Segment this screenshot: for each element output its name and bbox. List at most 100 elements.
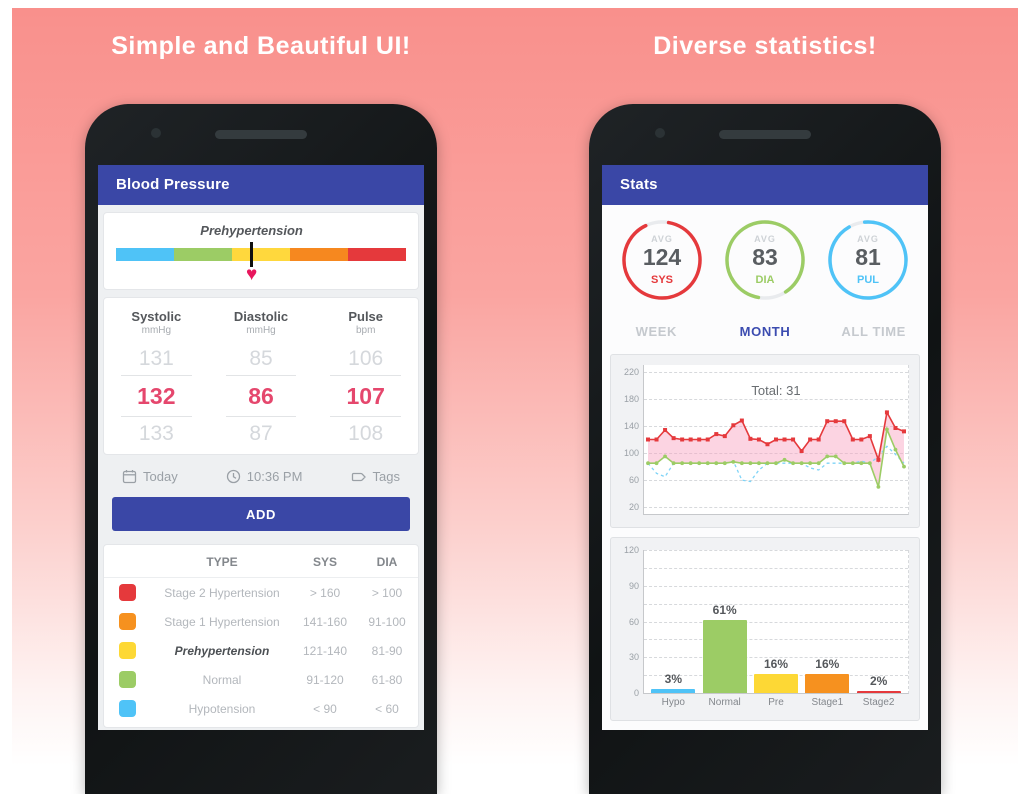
avg-dia-circle: AVG 83 DIA bbox=[722, 217, 808, 303]
avg-sys-value: 124 bbox=[642, 244, 682, 270]
legend-sys: < 90 bbox=[313, 701, 337, 716]
bar-gridline-90 bbox=[644, 585, 908, 587]
front-camera bbox=[655, 128, 665, 138]
bar-value-pre: 16% bbox=[763, 656, 788, 671]
appbar-title: Stats bbox=[602, 165, 928, 205]
bp-line-chart-panel: 220 180 140 100 60 20 Total: 31 bbox=[610, 354, 920, 528]
bar-value-stage1: 16% bbox=[815, 656, 840, 671]
xlabel-stage1: Stage1 bbox=[811, 697, 844, 708]
legend-header-row: TYPE SYS DIA bbox=[104, 547, 418, 578]
bar-gridline-105 bbox=[644, 567, 908, 569]
tags-picker[interactable]: Tags bbox=[351, 469, 400, 484]
tab-all-time[interactable]: ALL TIME bbox=[841, 324, 906, 339]
ytick-100: 100 bbox=[623, 448, 639, 459]
time-value: 10:36 PM bbox=[246, 469, 303, 484]
bar-ytick-120: 120 bbox=[623, 545, 639, 555]
legend-type: Prehypertension bbox=[174, 643, 270, 658]
diastolic-below[interactable]: 87 bbox=[249, 422, 273, 445]
gridline-60 bbox=[644, 480, 908, 482]
line-chart-svg bbox=[646, 410, 906, 489]
gridline-20 bbox=[644, 507, 908, 509]
averages-row: AVG 124 SYS AVG 83 DIA AVG 81 bbox=[602, 217, 928, 303]
tab-week[interactable]: WEEK bbox=[635, 324, 678, 339]
xlabel-stage2: Stage2 bbox=[862, 697, 895, 708]
front-camera bbox=[151, 128, 161, 138]
bar-chart-plot: 120 90 60 30 0 3% 61% 16% 16% 2% Hypo Normal Pre Stag… bbox=[624, 545, 909, 708]
clock-icon bbox=[226, 469, 241, 484]
tag-icon bbox=[351, 470, 367, 484]
legend-sys: 141-160 bbox=[302, 614, 348, 629]
legend-chip-col bbox=[104, 700, 150, 717]
legend-row-normal: Normal 91-120 61-80 bbox=[104, 665, 418, 694]
stage2-color-chip bbox=[118, 584, 136, 601]
scale-seg-normal bbox=[174, 248, 232, 261]
pulse-selected[interactable]: 107 bbox=[330, 375, 402, 417]
diastolic-above[interactable]: 85 bbox=[249, 347, 273, 370]
gridline-220 bbox=[644, 371, 908, 373]
prehyper-color-chip bbox=[118, 642, 136, 659]
legend-header-dia: DIA bbox=[376, 555, 398, 569]
scale-seg-stage2 bbox=[348, 248, 406, 261]
appbar-title: Blood Pressure bbox=[98, 165, 424, 205]
pulse-above[interactable]: 106 bbox=[348, 347, 384, 370]
legend-row-hypotension: Hypotension < 90 < 60 bbox=[104, 694, 418, 723]
bar-value-stage2: 2% bbox=[869, 673, 888, 688]
avg-dia-label: DIA bbox=[755, 274, 775, 286]
systolic-selected[interactable]: 132 bbox=[121, 375, 192, 417]
avg-pul-label: PUL bbox=[857, 274, 879, 286]
scale-marker bbox=[250, 242, 254, 267]
bar-ytick-30: 30 bbox=[628, 652, 639, 663]
legend-sys: > 160 bbox=[309, 585, 341, 600]
legend-chip-col bbox=[104, 642, 150, 659]
systolic-picker[interactable]: Systolic mmHg 131 132 133 bbox=[104, 309, 209, 454]
line-chart-plot: 220 180 140 100 60 20 Total: 31 bbox=[624, 365, 909, 515]
avg-sys-ring bbox=[622, 220, 702, 300]
bar-ytick-90: 90 bbox=[628, 580, 639, 591]
bar-stage2: 2% bbox=[856, 674, 901, 693]
speaker-slot bbox=[215, 130, 307, 139]
scale-category-label: Prehypertension bbox=[200, 223, 303, 238]
avg-pul-circle: AVG 81 PUL bbox=[825, 217, 911, 303]
pulse-unit: bpm bbox=[355, 325, 376, 336]
legend-row-prehypertension: Prehypertension 121-140 81-90 bbox=[104, 636, 418, 665]
legend-chip-col bbox=[104, 671, 150, 688]
legend-chip-col bbox=[104, 613, 150, 630]
diastolic-title: Diastolic bbox=[233, 309, 289, 324]
bar-value-hypo: 3% bbox=[664, 672, 682, 687]
speaker-slot bbox=[719, 130, 811, 139]
bar-gridline-120 bbox=[644, 550, 908, 551]
time-picker[interactable]: 10:36 PM bbox=[226, 469, 303, 484]
bp-distribution-chart-panel: 120 90 60 30 0 3% 61% 16% 16% 2% Hypo Normal Pre Stag… bbox=[610, 537, 920, 721]
legend-type: Stage 1 Hypertension bbox=[164, 614, 280, 629]
diastolic-picker[interactable]: Diastolic mmHg 85 86 87 bbox=[209, 309, 314, 454]
value-picker-card: Systolic mmHg 131 132 133 Diastolic mmHg… bbox=[103, 297, 419, 455]
ytick-60: 60 bbox=[628, 475, 639, 486]
avg-caption: AVG bbox=[857, 234, 879, 244]
legend-header-type: TYPE bbox=[206, 555, 238, 569]
legend-type: Stage 2 Hypertension bbox=[164, 585, 280, 600]
pulse-picker[interactable]: Pulse bpm 106 107 108 bbox=[313, 309, 418, 454]
tab-month[interactable]: MONTH bbox=[739, 324, 791, 339]
avg-pul-ring bbox=[828, 220, 908, 300]
calendar-icon bbox=[122, 469, 137, 484]
bp-legend-card: TYPE SYS DIA Stage 2 Hypertension > 160 … bbox=[103, 544, 419, 728]
period-tabs: WEEK MONTH ALL TIME bbox=[602, 324, 928, 339]
diastolic-selected[interactable]: 86 bbox=[225, 375, 297, 417]
bar-x-axis-labels: Hypo Normal Pre Stage1 Stage2 bbox=[644, 697, 908, 708]
systolic-below[interactable]: 133 bbox=[138, 422, 174, 445]
xlabel-hypo: Hypo bbox=[661, 697, 685, 708]
add-button[interactable]: ADD bbox=[112, 497, 410, 531]
avg-caption: AVG bbox=[651, 234, 673, 244]
bp-color-scale bbox=[116, 248, 406, 261]
total-annotation: Total: 31 bbox=[751, 382, 801, 398]
pulse-below[interactable]: 108 bbox=[348, 422, 384, 445]
legend-header-sys: SYS bbox=[312, 555, 337, 569]
date-picker[interactable]: Today bbox=[122, 469, 178, 484]
avg-sys-label: SYS bbox=[650, 274, 673, 286]
legend-sys: 121-140 bbox=[302, 643, 348, 658]
systolic-unit: mmHg bbox=[141, 325, 172, 336]
bar-gridline-75 bbox=[644, 603, 908, 605]
scale-seg-hypotension bbox=[116, 248, 174, 261]
systolic-above[interactable]: 131 bbox=[138, 347, 174, 370]
gridline-180 bbox=[644, 398, 908, 400]
